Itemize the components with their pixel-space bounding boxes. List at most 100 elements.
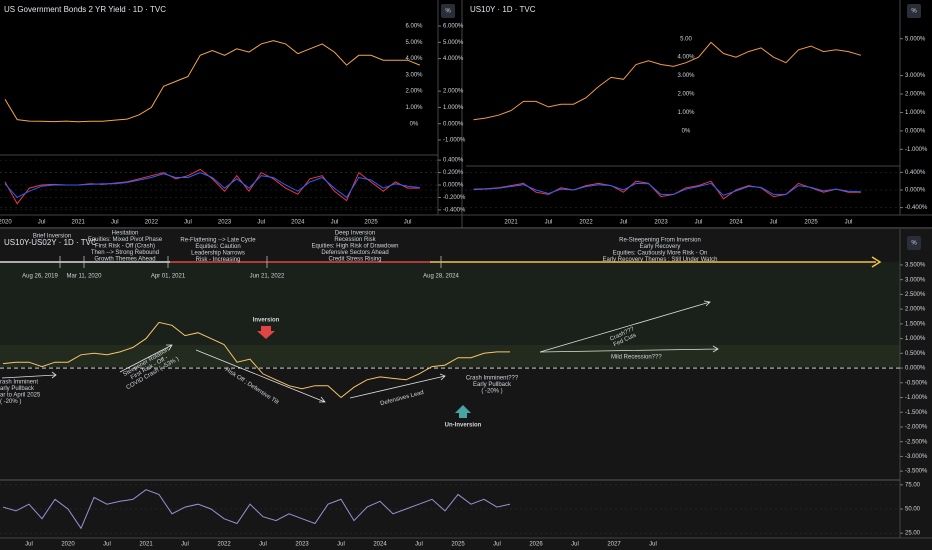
- osc-tick-label: 0.400%: [443, 158, 464, 164]
- y-tick-label: -3.500%: [905, 469, 928, 475]
- phase-date: Aug 28, 2024: [423, 274, 459, 280]
- annotation: Recession Risk: [334, 237, 376, 243]
- y-tick-label: -1.000%: [905, 395, 928, 401]
- un-inversion-arrow: [455, 405, 471, 418]
- x-tick-label: 2023: [218, 220, 232, 226]
- x-tick-label: Jul: [38, 220, 46, 226]
- y2-tick-label: 3.000%: [905, 73, 926, 79]
- y-tick-label: 3.00%: [677, 73, 695, 79]
- annotation: Early Recovery Themes ; Still Under Watc…: [602, 257, 717, 263]
- x-tick-label: Jul: [545, 220, 553, 226]
- y-tick-label: 1.500%: [905, 321, 926, 327]
- x-tick-label: Jul: [845, 220, 853, 226]
- osc-tick-label: 0.000%: [443, 183, 464, 189]
- x-tick-label: 2020: [0, 220, 12, 226]
- annotation: Crash Imminent???: [466, 376, 519, 382]
- y2-tick-label: 1.000%: [443, 105, 464, 111]
- x-tick-label: 2026: [529, 542, 543, 548]
- y-tick-label: 0%: [410, 121, 419, 127]
- phase-arrowhead: [871, 256, 882, 268]
- annotation: Re-Flattening --> Late Cycle: [180, 238, 256, 244]
- y2-tick-label: -1.000%: [443, 138, 466, 144]
- scale-button[interactable]: [907, 4, 921, 18]
- annotation: ar to April 2025: [0, 393, 41, 399]
- inversion-arrow: [257, 326, 275, 339]
- x-tick-label: 2025: [804, 220, 818, 226]
- phase-date: Mar 11, 2020: [67, 274, 103, 280]
- positive-zone: [0, 345, 900, 367]
- annotation: Brief Inversion: [33, 234, 71, 240]
- y-tick-label: 1.000%: [905, 336, 926, 342]
- x-tick-label: 2022: [579, 220, 593, 226]
- y2-tick-label: 4.000%: [443, 56, 464, 62]
- x-tick-label: 2022: [217, 542, 231, 548]
- y2-tick-label: 0.000%: [905, 128, 926, 134]
- x-tick-label: Jul: [770, 220, 778, 226]
- series-line: [2, 489, 511, 530]
- osc-tick-label: 50.00: [905, 507, 921, 513]
- y-tick-label: 3.00%: [405, 72, 423, 78]
- chart-title: US10Y · 1D · TVC: [470, 5, 536, 14]
- x-tick-label: 2025: [364, 220, 378, 226]
- annotation: Equities: Cautiously More Risk - On: [613, 251, 708, 257]
- x-tick-label: Jul: [103, 542, 111, 548]
- x-tick-label: Jul: [620, 220, 628, 226]
- osc-tick-label: -0.400%: [905, 205, 928, 211]
- y-tick-label: 5.00%: [405, 40, 423, 46]
- scale-button[interactable]: [907, 236, 921, 250]
- scale-button[interactable]: [441, 4, 455, 18]
- scale-button-label[interactable]: %: [445, 9, 451, 15]
- x-tick-label: 2023: [654, 220, 668, 226]
- scale-button-label[interactable]: %: [911, 9, 917, 15]
- annotation: Credit Stress Rising: [328, 257, 381, 263]
- series-line: [2, 321, 510, 399]
- x-tick-label: Jul: [337, 542, 345, 548]
- y-tick-label: 1.00%: [405, 105, 423, 111]
- x-tick-label: Jul: [259, 542, 267, 548]
- x-tick-label: Jul: [111, 220, 119, 226]
- osc-tick-label: 0.400%: [905, 170, 926, 176]
- y-tick-label: 3.500%: [905, 263, 926, 269]
- x-tick-label: 2027: [607, 542, 621, 548]
- y-tick-label: 0.000%: [905, 366, 926, 372]
- scale-button-label[interactable]: %: [911, 241, 917, 247]
- series-line: [473, 180, 861, 200]
- annotation: Risk - Increasing: [196, 257, 241, 263]
- phase-date: Aug 26, 2019: [22, 274, 58, 280]
- phase-date: Jun 21, 2022: [250, 274, 285, 280]
- y-tick-label: 5.00: [680, 36, 692, 42]
- x-tick-label: 2021: [504, 220, 518, 226]
- x-tick-label: 2024: [291, 220, 305, 226]
- y2-tick-label: 5.000%: [905, 36, 926, 42]
- y-tick-label: 4.00%: [677, 55, 695, 61]
- y2-tick-label: -1.000%: [905, 147, 928, 153]
- annotation: Equities: Caution: [195, 244, 240, 250]
- phase-date: Apr 01, 2021: [151, 274, 186, 280]
- x-tick-label: Jul: [695, 220, 703, 226]
- trend-arrows: [1, 300, 719, 403]
- y2-tick-label: 2.000%: [905, 92, 926, 98]
- phase-markers: [59, 256, 442, 268]
- annotation: Early Pullback: [473, 382, 512, 388]
- y-tick-label: 2.500%: [905, 292, 926, 298]
- annotation: arly Pullback: [0, 386, 35, 392]
- annotation: Re-Steepening From Inversion: [619, 238, 701, 244]
- upper-zone: [0, 262, 900, 345]
- x-tick-label: Jul: [257, 220, 265, 226]
- y-tick-label: 3.000%: [905, 277, 926, 283]
- osc-tick-label: 0.200%: [443, 170, 464, 176]
- x-tick-label: Jul: [25, 542, 33, 548]
- y-tick-label: -1.500%: [905, 410, 928, 416]
- y-tick-label: -3.000%: [905, 454, 928, 460]
- y-tick-label: -2.500%: [905, 439, 928, 445]
- annotation: Equities: High Risk of Drawdown: [311, 244, 398, 250]
- y2-tick-label: 1.000%: [905, 110, 926, 116]
- y-tick-label: 2.00%: [677, 92, 695, 98]
- y-tick-label: 0%: [682, 128, 691, 134]
- annotation: Un-Inversion: [445, 423, 482, 429]
- osc-tick-label: -0.200%: [443, 195, 466, 201]
- annotation: Leadership Narrows: [191, 251, 245, 257]
- series-line: [4, 172, 420, 199]
